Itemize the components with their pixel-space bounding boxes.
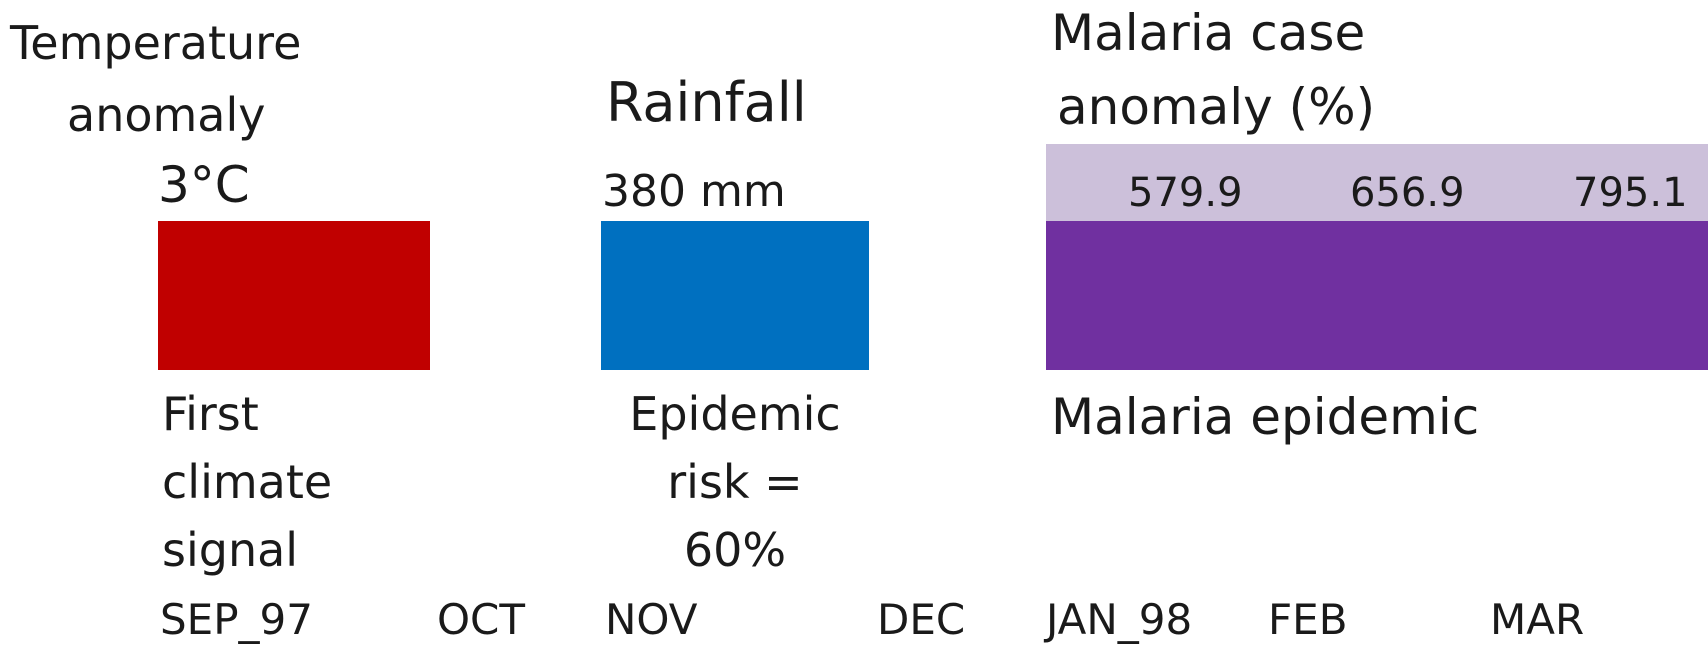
rainfall-value: 380 mm [602,166,786,217]
month-label-oct: OCT [437,595,526,644]
month-label-mar: MAR [1490,595,1585,644]
month-label-nov: NOV [605,595,698,644]
rainfall-bar [601,221,869,370]
malaria-label-line2: anomaly (%) [1057,78,1376,136]
month-label-dec: DEC [877,595,966,644]
malaria-epidemic-bar [1046,221,1708,370]
rainfall-caption-line3: 60% [683,523,787,577]
malaria-caption: Malaria epidemic [1051,388,1480,446]
malaria-label-line1: Malaria case [1051,4,1366,62]
malaria-anomaly-value-jan: 579.9 [1128,170,1243,216]
temperature-caption-line3: signal [162,523,299,577]
rainfall-caption-line1: Epidemic [629,387,841,441]
month-label-feb: FEB [1268,595,1348,644]
rainfall-caption-line2: risk = [667,455,803,509]
malaria-anomaly-value-feb: 656.9 [1350,170,1465,216]
temperature-caption-line2: climate [162,455,333,509]
temperature-caption-line1: First [162,387,259,441]
month-label-sep97: SEP_97 [160,595,313,644]
malaria-anomaly-value-mar: 795.1 [1573,170,1688,216]
temperature-bar [158,221,430,370]
temperature-value: 3°C [158,156,250,214]
temperature-label-line1: Temperature [10,16,302,70]
month-label-jan98: JAN_98 [1046,595,1193,644]
rainfall-label: Rainfall [606,71,807,134]
malaria-anomaly-band [1046,144,1708,221]
temperature-label-line2: anomaly [67,88,266,142]
